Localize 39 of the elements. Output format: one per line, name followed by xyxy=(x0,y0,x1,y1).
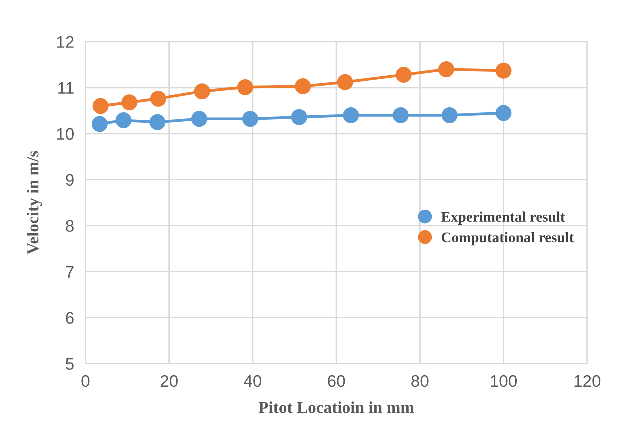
point xyxy=(496,105,512,122)
x-tick-label: 20 xyxy=(160,375,178,388)
y-tick-label: 8 xyxy=(66,220,74,232)
y-tick-label: 12 xyxy=(57,36,74,48)
x-tick-label: 80 xyxy=(412,375,429,388)
point xyxy=(194,84,210,100)
x-tick-label: 100 xyxy=(491,375,518,388)
x-tick-label: 40 xyxy=(244,375,262,388)
point xyxy=(242,111,258,128)
y-tick-label: 9 xyxy=(66,174,74,186)
y-tick-label: 6 xyxy=(66,312,74,324)
point xyxy=(438,62,454,78)
x-tick-label: 60 xyxy=(328,375,346,388)
point xyxy=(122,94,138,111)
point xyxy=(396,67,412,83)
point xyxy=(392,108,409,124)
legend-label: Experimental result xyxy=(441,212,566,225)
y-tick-label: 10 xyxy=(57,128,74,140)
y-axis-title: Velocity in m/s xyxy=(27,151,42,255)
point xyxy=(116,112,132,129)
point xyxy=(150,114,166,130)
legend-label: Computational result xyxy=(442,232,574,246)
point xyxy=(442,108,458,124)
y-tick-label: 5 xyxy=(66,358,74,370)
point xyxy=(150,90,166,107)
point xyxy=(237,79,254,96)
x-tick-label: 120 xyxy=(574,375,601,388)
point xyxy=(92,116,108,132)
point xyxy=(337,74,354,90)
y-tick-label: 11 xyxy=(58,82,74,94)
point xyxy=(291,109,308,126)
point xyxy=(343,108,360,124)
point xyxy=(191,111,208,128)
point xyxy=(295,78,312,94)
point xyxy=(92,98,109,114)
y-tick-label: 7 xyxy=(66,266,74,278)
point xyxy=(496,62,512,79)
x-axis-title: Pitot Locatioin in mm xyxy=(258,402,414,414)
x-tick-label: 0 xyxy=(82,375,90,388)
